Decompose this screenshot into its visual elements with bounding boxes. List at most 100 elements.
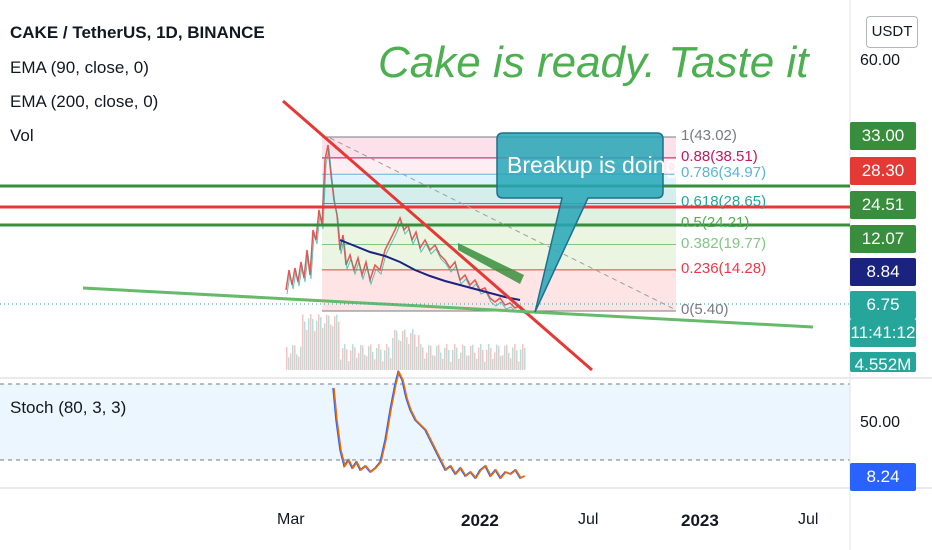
volume-bar	[448, 349, 450, 370]
volume-bar	[376, 348, 378, 370]
volume-bar	[328, 315, 330, 370]
volume-bar	[306, 329, 308, 370]
last-price-badge: 6.75	[850, 291, 916, 319]
volume-bar	[438, 344, 440, 370]
volume-bar	[524, 347, 526, 370]
volume-bar	[484, 361, 486, 370]
stoch-k-line	[333, 369, 526, 480]
downtrend-line[interactable]	[282, 99, 593, 372]
indicator-ema90[interactable]: EMA (90, close, 0)	[10, 58, 149, 77]
indicator-stoch[interactable]: Stoch (80, 3, 3)	[10, 398, 127, 417]
volume-bar	[318, 314, 320, 370]
volume-bar	[372, 351, 374, 370]
volume-bar	[508, 352, 510, 370]
fib-label: 0(5.40)	[681, 301, 729, 318]
volume-bar	[522, 344, 524, 370]
price-badge-33: 33.00	[850, 122, 916, 150]
volume-bar	[378, 344, 380, 370]
volume-bar	[396, 330, 398, 370]
volume-bar	[450, 361, 452, 370]
volume-bar	[292, 345, 294, 370]
volume-bar	[348, 361, 350, 370]
volume-bar	[418, 335, 420, 370]
ema-badge: 8.84	[850, 258, 916, 286]
volume-bar	[364, 354, 366, 370]
volume-bar	[518, 361, 520, 370]
volume-bar	[386, 344, 388, 370]
volume-bar	[312, 319, 314, 370]
wedge-highlight[interactable]	[458, 243, 524, 284]
volume-bar	[288, 357, 290, 370]
volume-bar	[462, 344, 464, 370]
volume-bar	[432, 355, 434, 370]
ema90-line	[339, 239, 521, 301]
uptrend-support-line[interactable]	[82, 286, 814, 329]
volume-bar	[380, 349, 382, 370]
volume-bar	[356, 357, 358, 370]
volume-bar	[436, 345, 438, 370]
indicator-ema200[interactable]: EMA (200, close, 0)	[10, 92, 159, 111]
currency-button[interactable]: USDT	[866, 16, 918, 48]
volume-bar	[302, 314, 304, 370]
volume-bar	[460, 352, 462, 370]
volume-bar	[340, 359, 342, 370]
volume-bar	[374, 359, 376, 370]
volume-bar	[350, 350, 352, 370]
volume-bar	[294, 345, 296, 370]
volume-bar	[344, 344, 346, 370]
volume-bar	[492, 358, 494, 370]
volume-bar	[336, 314, 338, 370]
headline-annotation[interactable]: Cake is ready. Taste it	[378, 38, 809, 87]
time-tick-2023: 2023	[681, 511, 719, 530]
price-badge-28: 28.30	[850, 157, 916, 185]
volume-bar	[406, 337, 408, 370]
volume-bar	[390, 358, 392, 370]
volume-bar	[404, 329, 406, 370]
volume-bar	[382, 361, 384, 370]
fib-label: 1(43.02)	[681, 127, 737, 144]
volume-bar	[370, 344, 372, 370]
volume-bar	[322, 327, 324, 370]
volume-bar	[474, 352, 476, 370]
volume-bar	[326, 314, 328, 370]
volume-bar	[470, 345, 472, 370]
volume-bar	[458, 358, 460, 370]
callout-balloon[interactable]	[496, 132, 664, 313]
volume-bar	[504, 345, 506, 370]
volume-bar	[428, 344, 430, 370]
volume-bar	[392, 337, 394, 370]
volume-bar	[468, 355, 470, 370]
volume-bars	[286, 314, 526, 370]
volume-bar	[286, 346, 288, 370]
stoch-badge: 8.24	[850, 463, 916, 491]
fib-label: 0.5(24.21)	[681, 214, 750, 231]
volume-bar	[476, 358, 478, 370]
volume-bar	[332, 326, 334, 370]
volume-badge: 4.552M	[850, 352, 916, 372]
volume-bar	[496, 344, 498, 370]
symbol-title[interactable]: CAKE / TetherUS, 1D, BINANCE	[10, 23, 265, 42]
time-tick-jul-2023: Jul	[798, 511, 819, 528]
volume-bar	[384, 350, 386, 370]
volume-bar	[456, 347, 458, 370]
volume-bar	[298, 356, 300, 370]
volume-bar	[520, 349, 522, 370]
volume-bar	[416, 346, 418, 370]
volume-bar	[330, 324, 332, 370]
volume-bar	[430, 345, 432, 370]
volume-bar	[424, 358, 426, 370]
volume-bar	[472, 344, 474, 370]
fib-label: 0.382(19.77)	[681, 234, 767, 252]
volume-bar	[314, 330, 316, 370]
volume-bar	[440, 352, 442, 370]
time-tick-mar: Mar	[277, 511, 305, 528]
dashed-trend-line[interactable]	[329, 137, 677, 311]
volume-bar	[500, 355, 502, 370]
volume-bar	[464, 345, 466, 370]
indicator-volume[interactable]: Vol	[10, 126, 34, 145]
volume-bar	[502, 355, 504, 370]
price-line-up	[286, 148, 526, 315]
callout-text: Breakup is doing	[507, 152, 679, 178]
volume-bar	[446, 344, 448, 370]
